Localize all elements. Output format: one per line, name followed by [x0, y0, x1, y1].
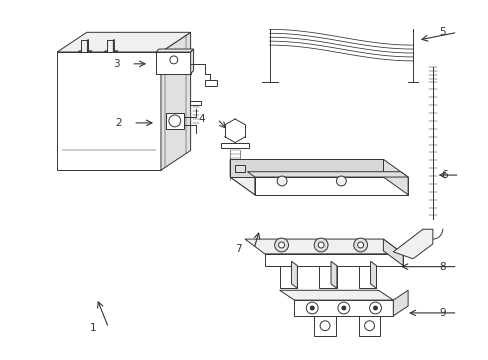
Polygon shape	[291, 261, 297, 288]
Circle shape	[364, 321, 374, 330]
Text: 7: 7	[235, 244, 242, 254]
Polygon shape	[161, 32, 190, 170]
Polygon shape	[279, 290, 392, 300]
Circle shape	[373, 306, 377, 310]
Circle shape	[341, 306, 345, 310]
Circle shape	[274, 238, 288, 252]
Circle shape	[353, 238, 367, 252]
Circle shape	[318, 242, 324, 248]
Polygon shape	[294, 300, 392, 316]
Polygon shape	[205, 80, 217, 86]
Circle shape	[169, 56, 178, 64]
Polygon shape	[78, 51, 92, 52]
Polygon shape	[319, 266, 336, 288]
Text: 2: 2	[115, 118, 121, 128]
Polygon shape	[358, 316, 380, 336]
Text: 1: 1	[90, 323, 97, 333]
Text: 9: 9	[438, 308, 445, 318]
Polygon shape	[235, 165, 244, 172]
Circle shape	[337, 302, 349, 314]
Polygon shape	[103, 51, 118, 52]
Text: 5: 5	[438, 27, 445, 37]
Polygon shape	[190, 49, 193, 74]
Polygon shape	[57, 52, 161, 170]
Polygon shape	[81, 40, 87, 52]
Polygon shape	[254, 177, 407, 195]
Polygon shape	[230, 159, 254, 195]
Polygon shape	[314, 316, 335, 336]
Circle shape	[278, 242, 284, 248]
Polygon shape	[230, 177, 407, 195]
Polygon shape	[370, 261, 376, 288]
Polygon shape	[264, 254, 402, 266]
Polygon shape	[87, 40, 88, 52]
Polygon shape	[358, 266, 376, 288]
Circle shape	[320, 321, 329, 330]
Text: 4: 4	[199, 114, 205, 124]
Circle shape	[309, 306, 314, 310]
Circle shape	[305, 302, 318, 314]
Circle shape	[357, 242, 363, 248]
Circle shape	[369, 302, 381, 314]
Polygon shape	[383, 239, 402, 266]
Polygon shape	[392, 290, 407, 316]
Polygon shape	[330, 261, 336, 288]
Polygon shape	[244, 239, 402, 254]
Polygon shape	[156, 49, 193, 52]
Text: 6: 6	[440, 170, 447, 180]
Polygon shape	[221, 143, 248, 148]
Polygon shape	[165, 113, 183, 129]
Polygon shape	[189, 101, 201, 105]
Polygon shape	[247, 172, 407, 177]
Polygon shape	[113, 40, 114, 52]
Polygon shape	[156, 52, 190, 74]
Polygon shape	[279, 266, 297, 288]
Circle shape	[168, 115, 181, 127]
Polygon shape	[57, 32, 190, 52]
Text: 8: 8	[438, 262, 445, 272]
Circle shape	[314, 238, 327, 252]
Polygon shape	[392, 229, 432, 259]
Circle shape	[336, 176, 346, 186]
Polygon shape	[230, 159, 383, 177]
Circle shape	[277, 176, 286, 186]
Polygon shape	[383, 159, 407, 195]
Polygon shape	[106, 40, 113, 52]
Text: 3: 3	[113, 59, 119, 69]
